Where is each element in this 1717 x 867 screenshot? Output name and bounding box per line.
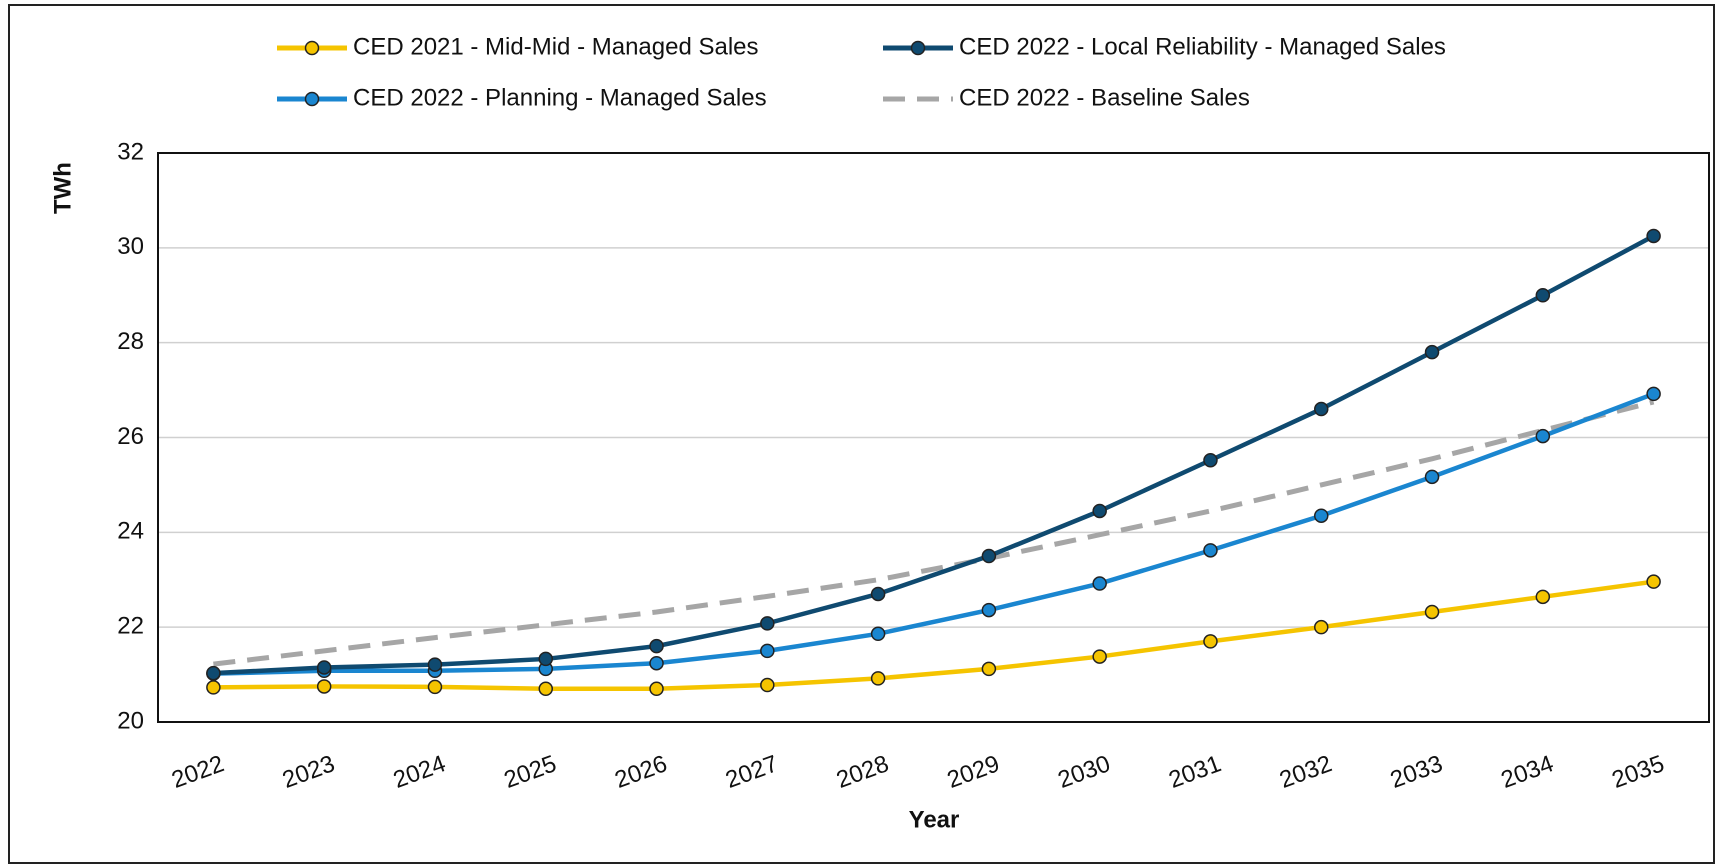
point — [1203, 543, 1218, 558]
point — [1314, 508, 1329, 523]
point — [1646, 228, 1661, 244]
point — [1092, 503, 1107, 519]
y-tick-label: 30 — [117, 233, 144, 260]
point — [1092, 576, 1107, 591]
point — [981, 548, 997, 564]
point — [1314, 401, 1329, 417]
legend-label: CED 2021 - Mid-Mid - Managed Sales — [353, 33, 759, 60]
y-tick-label: 28 — [117, 328, 144, 355]
x-tick-label: 2034 — [1498, 750, 1557, 794]
point — [316, 660, 332, 675]
x-tick-label: 2022 — [168, 750, 227, 794]
series-line — [213, 233, 1655, 676]
point — [870, 586, 886, 602]
y-tick-label: 26 — [117, 423, 144, 450]
x-tick-label: 2023 — [279, 750, 338, 794]
point — [1646, 574, 1661, 589]
point — [649, 638, 664, 654]
x-tick-label: 2027 — [722, 750, 781, 794]
point — [760, 677, 775, 693]
point — [649, 655, 664, 671]
point — [206, 665, 221, 681]
point — [1203, 453, 1218, 468]
plot-border — [157, 152, 1710, 723]
point — [427, 657, 443, 672]
point — [649, 681, 664, 697]
x-tick-label: 2025 — [501, 750, 560, 794]
point — [760, 616, 775, 631]
point — [427, 679, 443, 695]
x-tick-label: 2032 — [1276, 750, 1335, 794]
series-line — [213, 391, 1655, 676]
point — [1646, 386, 1661, 402]
point — [1314, 619, 1329, 635]
point — [760, 643, 775, 659]
point — [538, 651, 553, 667]
legend-marker — [304, 91, 320, 107]
point — [1535, 589, 1551, 605]
y-axis-title: TWh — [49, 162, 76, 214]
point — [1424, 604, 1440, 620]
point — [1092, 649, 1107, 664]
point — [1535, 288, 1551, 303]
legend-marker — [910, 40, 926, 56]
legend-label: CED 2022 - Baseline Sales — [959, 84, 1250, 111]
point — [1535, 428, 1551, 444]
point — [538, 681, 553, 697]
x-axis-title: Year — [909, 806, 960, 833]
point — [981, 602, 997, 618]
point — [206, 680, 221, 695]
point — [870, 626, 886, 642]
point — [870, 671, 886, 686]
x-tick-label: 2029 — [944, 750, 1003, 794]
point — [1424, 344, 1440, 360]
y-tick-label: 20 — [117, 707, 144, 734]
x-tick-label: 2031 — [1165, 750, 1224, 794]
y-tick-label: 22 — [117, 613, 144, 640]
x-tick-label: 2033 — [1387, 750, 1446, 794]
legend-marker — [304, 40, 320, 56]
series-line — [213, 579, 1654, 692]
frame — [8, 4, 1715, 864]
x-tick-label: 2026 — [611, 750, 670, 794]
point — [1424, 469, 1440, 485]
point — [316, 679, 332, 694]
x-tick-label: 2028 — [833, 750, 892, 794]
legend-label: CED 2022 - Local Reliability - Managed S… — [959, 33, 1446, 60]
series-line — [213, 399, 1655, 667]
y-tick-label: 32 — [117, 138, 144, 165]
x-tick-label: 2024 — [390, 750, 449, 794]
point — [1203, 634, 1218, 649]
legend-label: CED 2022 - Planning - Managed Sales — [353, 84, 767, 111]
x-tick-label: 2030 — [1054, 750, 1113, 794]
point — [981, 661, 997, 677]
y-tick-label: 24 — [117, 518, 144, 545]
x-tick-label: 2035 — [1608, 750, 1667, 794]
